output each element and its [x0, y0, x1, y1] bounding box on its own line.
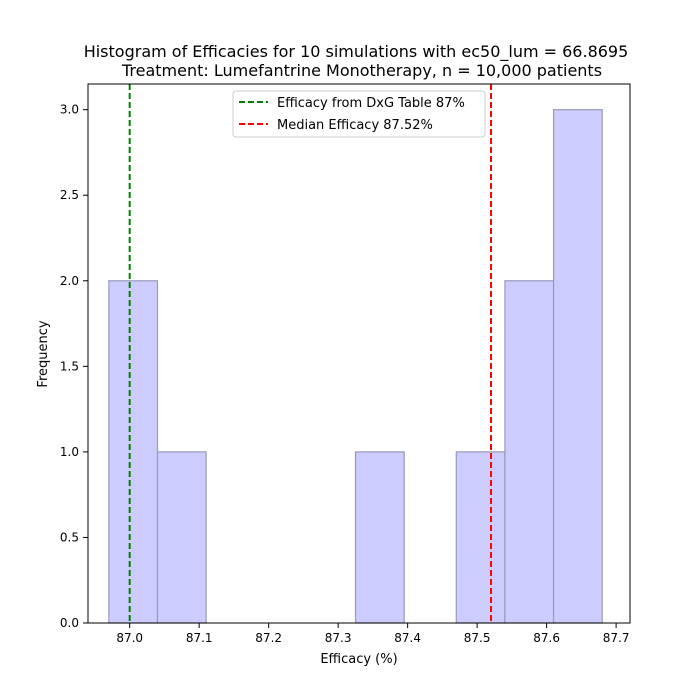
y-tick-label: 2.5	[60, 188, 79, 202]
legend-box	[232, 90, 486, 138]
legend-label-dxg: Efficacy from DxG Table 87%	[277, 96, 465, 111]
chart-title-line1: Histogram of Efficacies for 10 simulatio…	[84, 42, 629, 62]
y-axis-ticks: 0.0 0.5 1.0 1.5 2.0 2.5 3.0	[60, 103, 88, 630]
histogram-bar	[354, 451, 405, 624]
x-axis-ticks: 87.0 87.1 87.2 87.3 87.4 87.5 87.6 87.7	[116, 623, 629, 645]
histogram-bar	[552, 109, 603, 624]
histogram-bar	[108, 280, 159, 624]
plot-frame	[87, 83, 631, 624]
legend: Efficacy from DxG Table 87% Median Effic…	[232, 90, 486, 138]
x-tick-label: 87.0	[116, 631, 143, 645]
x-tick-label: 87.4	[394, 631, 421, 645]
legend-label-median: Median Efficacy 87.52%	[277, 118, 433, 133]
histogram-bar	[504, 280, 555, 624]
histogram-bar	[455, 451, 506, 624]
y-tick-label: 3.0	[60, 103, 79, 117]
y-axis-label: Frequency	[36, 320, 51, 387]
x-tick-label: 87.1	[186, 631, 213, 645]
x-tick-label: 87.6	[533, 631, 560, 645]
x-tick-label: 87.2	[255, 631, 282, 645]
histogram-bar	[156, 451, 207, 624]
y-tick-label: 0.0	[60, 616, 79, 630]
x-tick-label: 87.3	[325, 631, 352, 645]
x-tick-label: 87.7	[603, 631, 630, 645]
y-tick-label: 1.0	[60, 445, 79, 459]
chart-title-line2: Treatment: Lumefantrine Monotherapy, n =…	[121, 61, 602, 80]
histogram-bars	[108, 109, 603, 624]
x-axis-label: Efficacy (%)	[320, 652, 397, 667]
y-tick-label: 0.5	[60, 530, 79, 544]
y-tick-label: 1.5	[60, 359, 79, 373]
y-tick-label: 2.0	[60, 274, 79, 288]
x-tick-label: 87.5	[464, 631, 491, 645]
